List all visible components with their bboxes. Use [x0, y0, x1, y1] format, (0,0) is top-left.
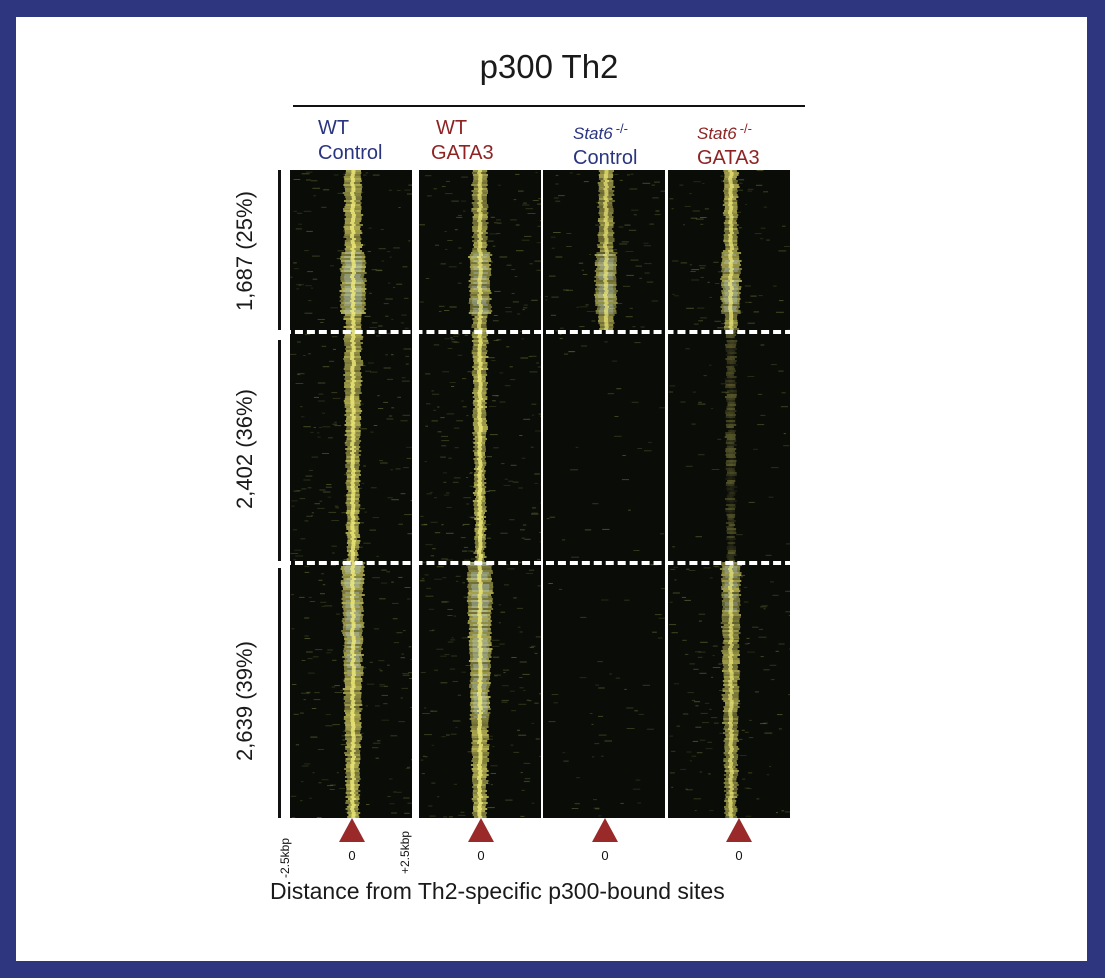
center-tick-label: 0	[735, 848, 743, 863]
title-underline	[293, 105, 805, 107]
x-axis-label: Distance from Th2-specific p300-bound si…	[270, 878, 725, 904]
cluster-label: 2,639 (39%)	[232, 641, 257, 761]
center-marker-triangle	[726, 818, 752, 842]
center-marker-triangle	[339, 818, 365, 842]
heatmap-stat6-control	[543, 170, 665, 818]
center-marker-triangle	[592, 818, 618, 842]
column-condition: GATA3	[431, 142, 494, 164]
cluster-label: 2,402 (36%)	[232, 389, 257, 509]
left-distance-tick: -2.5kbp	[278, 837, 292, 878]
column-genotype: WT	[436, 117, 468, 139]
heatmap-wt-control	[290, 170, 412, 818]
center-tick-label: 0	[601, 848, 609, 863]
cluster-separator	[283, 561, 805, 565]
center-tick-label: 0	[348, 848, 356, 863]
column-condition: Control	[318, 142, 383, 164]
right-distance-tick: +2.5kbp	[398, 830, 412, 874]
figure-title: p300 Th2	[479, 48, 619, 85]
column-label-stat6-gata3: Stat6 -/- GATA3	[697, 116, 760, 171]
center-tick-label: 0	[477, 848, 485, 863]
column-condition: GATA3	[697, 147, 760, 169]
heatmap-stat6-gata3	[668, 170, 790, 818]
column-label-wt-gata3: WT GATA3	[431, 116, 494, 166]
column-label-stat6-control: Stat6 -/- Control	[573, 116, 637, 171]
cluster-bracket	[278, 340, 281, 561]
cluster-bracket	[278, 170, 281, 330]
column-genotype: Stat6 -/-	[573, 121, 628, 143]
column-genotype: Stat6 -/-	[697, 121, 752, 143]
heatmap-wt-gata3	[419, 170, 541, 818]
column-genotype: WT	[318, 117, 350, 139]
column-label-wt-control: WT Control	[318, 116, 382, 166]
cluster-bracket	[278, 568, 281, 818]
cluster-separator	[283, 330, 805, 334]
column-condition: Control	[573, 147, 638, 169]
cluster-label: 1,687 (25%)	[232, 191, 257, 311]
center-marker-triangle	[468, 818, 494, 842]
